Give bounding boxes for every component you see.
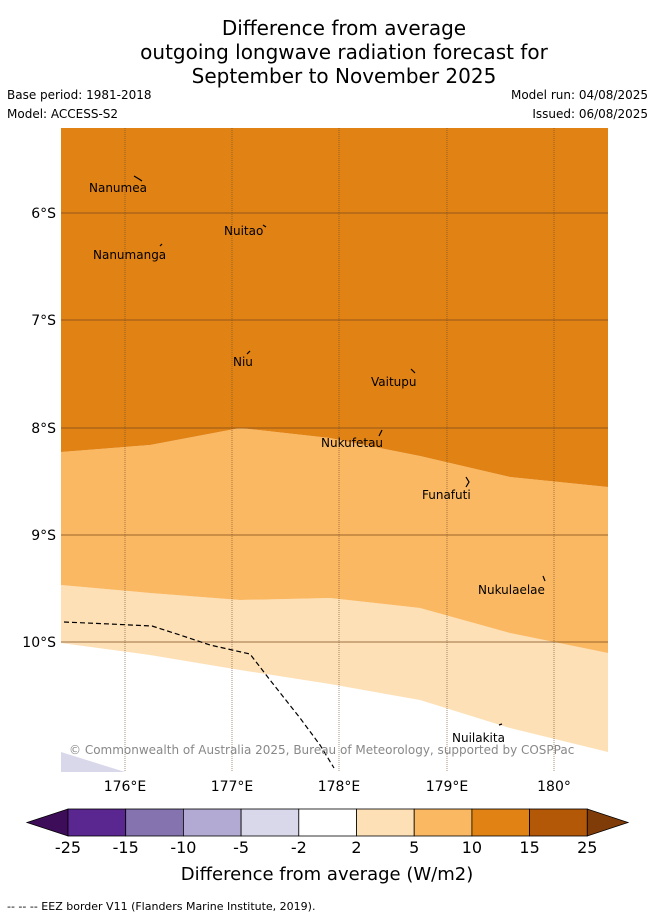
island-outlines [133, 175, 546, 726]
lon-label-177e: 177°E [211, 779, 254, 795]
contour-band-light [61, 428, 608, 653]
colorbar-tick-label: -2 [291, 838, 307, 857]
colorbar-swatch [413, 808, 473, 837]
lat-label-8s: 8°S [31, 421, 56, 437]
place-label-vaitupu: Vaitupu [371, 375, 417, 389]
place-label-niu: Niu [233, 355, 253, 369]
eez-border [63, 621, 335, 769]
lon-label-180: 180° [537, 779, 571, 795]
colorbar-tick-label: -10 [170, 838, 196, 857]
colorbar-tick-label: 15 [519, 838, 539, 857]
lon-label-178e: 178°E [318, 779, 361, 795]
copyright-notice: © Commonwealth of Australia 2025, Bureau… [69, 743, 574, 757]
place-label-nukulaelae: Nukulaelae [478, 583, 545, 597]
base-period: Base period: 1981-2018 [7, 88, 152, 102]
latitude-gridlines [61, 212, 608, 643]
model-run: Model run: 04/08/2025 [510, 88, 648, 102]
longitude-gridlines [124, 128, 555, 772]
lat-label-7s: 7°S [31, 313, 56, 329]
contour-band-lightest [61, 585, 608, 752]
colorbar-label: Difference from average (W/m2) [181, 864, 473, 885]
colorbar-swatch [298, 808, 357, 837]
colorbar-swatch [529, 808, 588, 837]
place-label-nukufetau: Nukufetau [321, 436, 383, 450]
place-label-funafuti: Funafuti [422, 488, 471, 502]
contour-band-negative [61, 752, 125, 772]
model-name: Model: ACCESS-S2 [7, 107, 119, 121]
colorbar-swatch [125, 808, 184, 837]
issued-date: Issued: 06/08/2025 [532, 107, 648, 121]
lon-label-179e: 179°E [426, 779, 469, 795]
colorbar-tick-label: 25 [577, 838, 597, 857]
place-label-nuilakita: Nuilakita [452, 731, 505, 745]
forecast-map: Nanumea Nuitao Nanumanga Niu Vaitupu Nuk… [22, 128, 630, 885]
colorbar-swatch [67, 808, 127, 837]
colorbar-tick-label: -25 [55, 838, 81, 857]
colorbar [25, 808, 630, 837]
colorbar-swatch [356, 808, 415, 837]
title-line-2: outgoing longwave radiation forecast for [140, 40, 548, 64]
colorbar-tick-labels: -25 -15 -10 -5 -2 2 5 10 15 25 [55, 838, 598, 857]
title-line-3: September to November 2025 [191, 64, 497, 88]
lat-label-6s: 6°S [31, 206, 56, 222]
colorbar-swatch [182, 808, 242, 837]
colorbar-swatch [240, 808, 300, 837]
place-label-nanumanga: Nanumanga [93, 248, 166, 262]
colorbar-high-extension [586, 808, 630, 837]
place-label-nanumea: Nanumea [89, 181, 147, 195]
lat-label-9s: 9°S [31, 528, 56, 544]
colorbar-low-extension [25, 808, 69, 837]
title-line-1: Difference from average [221, 16, 467, 40]
place-label-nuitao: Nuitao [224, 224, 263, 238]
colorbar-tick-label: 2 [351, 838, 361, 857]
lon-label-176e: 176°E [104, 779, 147, 795]
colorbar-tick-label: 10 [462, 838, 482, 857]
contour-band-dark [61, 128, 608, 487]
colorbar-swatch [471, 808, 530, 837]
colorbar-tick-label: 5 [409, 838, 419, 857]
chart-title: Difference from average outgoing longwav… [0, 16, 655, 88]
eez-footnote: -- -- -- EEZ border V11 (Flanders Marine… [7, 900, 316, 913]
lat-label-10s: 10°S [22, 635, 56, 651]
colorbar-tick-label: -5 [233, 838, 249, 857]
colorbar-tick-label: -15 [113, 838, 139, 857]
